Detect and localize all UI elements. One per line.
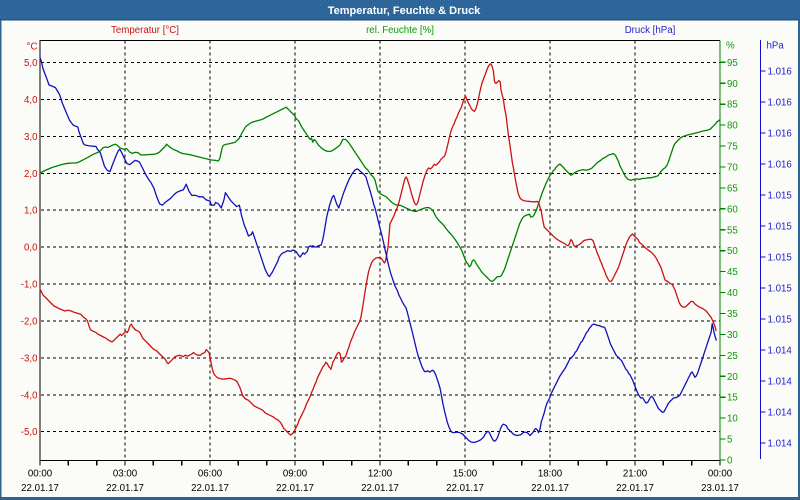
svg-text:Temperatur, Feuchte & Druck: Temperatur, Feuchte & Druck	[328, 5, 481, 17]
svg-text:22.01.17: 22.01.17	[276, 483, 314, 494]
svg-text:1.015: 1.015	[768, 222, 792, 233]
svg-text:22.01.17: 22.01.17	[21, 483, 59, 494]
svg-text:1.016: 1.016	[768, 129, 792, 140]
svg-text:40: 40	[727, 288, 738, 299]
svg-text:-4,0: -4,0	[21, 390, 38, 401]
svg-text:1,0: 1,0	[24, 206, 38, 217]
svg-text:hPa: hPa	[767, 41, 785, 52]
svg-text:-2,0: -2,0	[21, 316, 38, 327]
svg-text:35: 35	[727, 309, 738, 320]
svg-text:70: 70	[727, 163, 738, 174]
svg-text:3,0: 3,0	[24, 132, 38, 143]
svg-text:%: %	[726, 41, 735, 52]
svg-text:22.01.17: 22.01.17	[106, 483, 144, 494]
svg-text:1.016: 1.016	[768, 98, 792, 109]
svg-text:23.01.17: 23.01.17	[701, 483, 739, 494]
svg-text:22.01.17: 22.01.17	[361, 483, 399, 494]
svg-text:90: 90	[727, 79, 738, 90]
svg-text:1.014: 1.014	[768, 377, 793, 388]
svg-text:1.015: 1.015	[768, 253, 792, 264]
svg-text:00:00: 00:00	[708, 469, 733, 480]
svg-text:85: 85	[727, 100, 738, 111]
svg-text:22.01.17: 22.01.17	[446, 483, 484, 494]
svg-text:65: 65	[727, 183, 738, 194]
svg-text:1.014: 1.014	[768, 346, 793, 357]
svg-text:55: 55	[727, 225, 738, 236]
svg-text:5: 5	[727, 435, 732, 446]
svg-text:Temperatur [°C]: Temperatur [°C]	[111, 25, 179, 36]
svg-text:09:00: 09:00	[283, 469, 308, 480]
svg-text:22.01.17: 22.01.17	[616, 483, 654, 494]
svg-text:18:00: 18:00	[538, 469, 563, 480]
svg-text:22.01.17: 22.01.17	[191, 483, 229, 494]
svg-text:1.015: 1.015	[768, 284, 792, 295]
svg-text:45: 45	[727, 267, 738, 278]
svg-text:-1,0: -1,0	[21, 280, 38, 291]
svg-text:4,0: 4,0	[24, 95, 38, 106]
svg-text:1.016: 1.016	[768, 67, 792, 78]
svg-text:15:00: 15:00	[453, 469, 478, 480]
svg-text:03:00: 03:00	[113, 469, 138, 480]
svg-text:0: 0	[727, 456, 733, 467]
svg-text:30: 30	[727, 330, 738, 341]
svg-text:95: 95	[727, 58, 738, 69]
svg-text:06:00: 06:00	[198, 469, 223, 480]
svg-text:1.015: 1.015	[768, 191, 792, 202]
svg-text:-3,0: -3,0	[21, 353, 38, 364]
svg-text:50: 50	[727, 246, 738, 257]
svg-text:22.01.17: 22.01.17	[531, 483, 569, 494]
svg-text:1.016: 1.016	[768, 160, 792, 171]
svg-text:60: 60	[727, 204, 738, 215]
svg-text:1.015: 1.015	[768, 315, 792, 326]
svg-text:-5,0: -5,0	[21, 427, 38, 438]
svg-text:00:00: 00:00	[28, 469, 53, 480]
svg-text:Druck [hPa]: Druck [hPa]	[625, 25, 676, 36]
svg-text:rel. Feuchte [%]: rel. Feuchte [%]	[366, 25, 434, 36]
svg-text:12:00: 12:00	[368, 469, 393, 480]
svg-text:5,0: 5,0	[24, 58, 38, 69]
svg-text:15: 15	[727, 393, 738, 404]
svg-text:21:00: 21:00	[623, 469, 648, 480]
svg-text:75: 75	[727, 142, 738, 153]
svg-text:0,0: 0,0	[24, 243, 38, 254]
svg-text:1.014: 1.014	[768, 439, 793, 450]
svg-text:80: 80	[727, 121, 738, 132]
svg-text:25: 25	[727, 351, 738, 362]
svg-text:20: 20	[727, 372, 738, 383]
svg-text:1.014: 1.014	[768, 408, 793, 419]
svg-text:10: 10	[727, 414, 738, 425]
svg-text:2,0: 2,0	[24, 169, 38, 180]
svg-text:°C: °C	[27, 42, 38, 53]
